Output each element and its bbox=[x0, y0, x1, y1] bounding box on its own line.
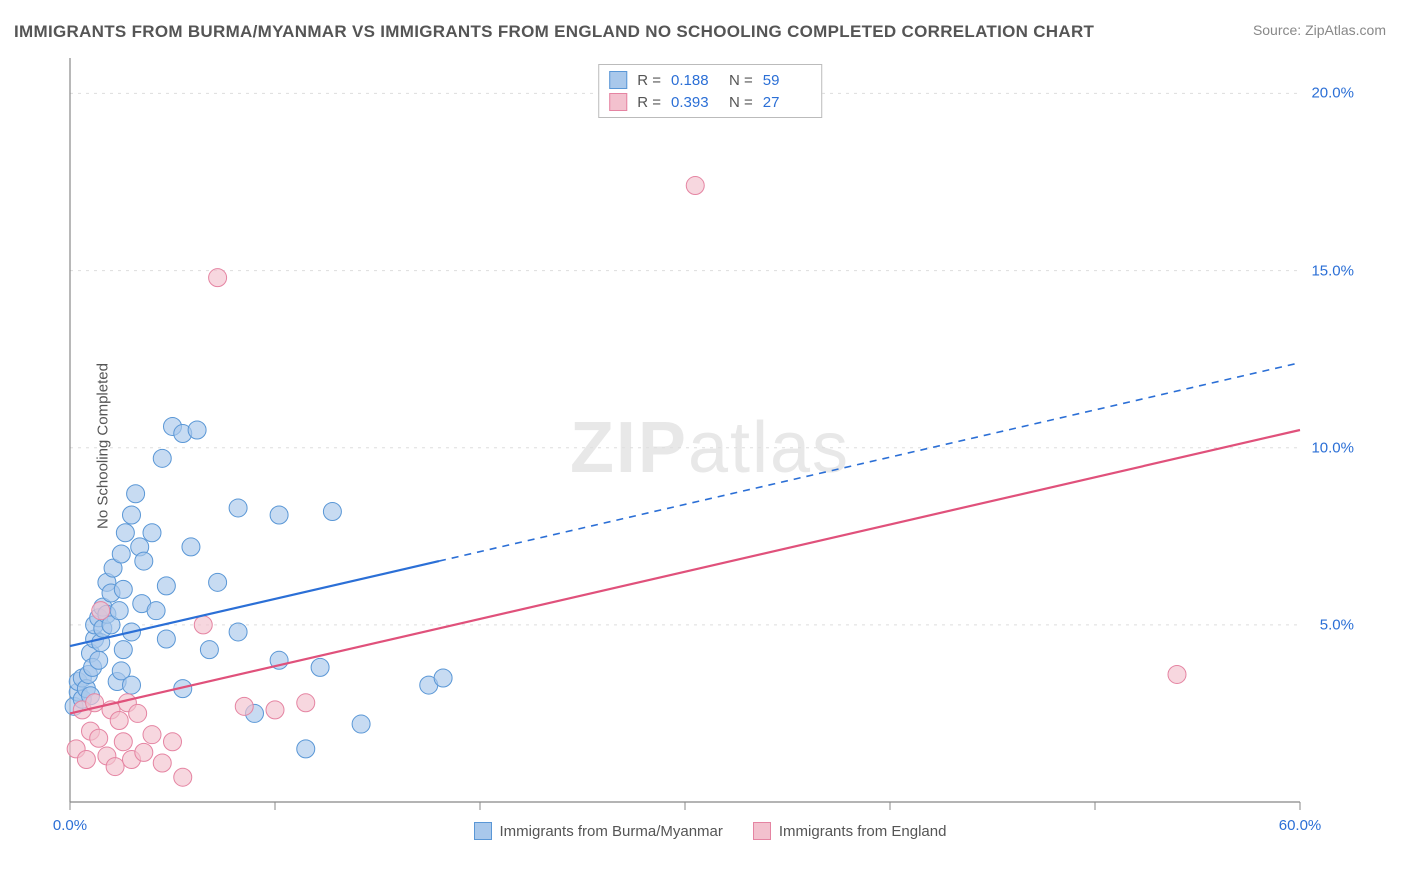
swatch-blue bbox=[609, 71, 627, 89]
r-label: R = bbox=[637, 72, 661, 89]
swatch-pink bbox=[609, 93, 627, 111]
r-value-england: 0.393 bbox=[671, 94, 719, 111]
n-value-england: 27 bbox=[763, 94, 811, 111]
legend-row-burma: R = 0.188 N = 59 bbox=[609, 69, 811, 91]
swatch-blue bbox=[474, 822, 492, 840]
swatch-pink bbox=[753, 822, 771, 840]
y-tick-label: 10.0% bbox=[1311, 439, 1354, 456]
legend-item-burma: Immigrants from Burma/Myanmar bbox=[474, 822, 723, 840]
legend-label-burma: Immigrants from Burma/Myanmar bbox=[500, 823, 723, 840]
y-tick-label: 20.0% bbox=[1311, 85, 1354, 102]
legend-label-england: Immigrants from England bbox=[779, 823, 947, 840]
r-value-burma: 0.188 bbox=[671, 72, 719, 89]
plot-area: ZIPatlas R = 0.188 N = 59 R = 0.393 N = … bbox=[60, 58, 1360, 838]
legend-series: Immigrants from Burma/Myanmar Immigrants… bbox=[60, 822, 1360, 840]
legend-row-england: R = 0.393 N = 27 bbox=[609, 91, 811, 113]
n-value-burma: 59 bbox=[763, 72, 811, 89]
x-tick-label: 0.0% bbox=[53, 817, 87, 834]
legend-correlation-box: R = 0.188 N = 59 R = 0.393 N = 27 bbox=[598, 64, 822, 118]
n-label: N = bbox=[729, 72, 753, 89]
n-label: N = bbox=[729, 94, 753, 111]
legend-item-england: Immigrants from England bbox=[753, 822, 947, 840]
y-tick-label: 15.0% bbox=[1311, 262, 1354, 279]
y-tick-label: 5.0% bbox=[1320, 616, 1354, 633]
x-tick-label: 60.0% bbox=[1279, 817, 1322, 834]
chart-title: IMMIGRANTS FROM BURMA/MYANMAR VS IMMIGRA… bbox=[14, 22, 1094, 42]
source-label: Source: ZipAtlas.com bbox=[1253, 22, 1386, 38]
r-label: R = bbox=[637, 94, 661, 111]
scatter-chart bbox=[60, 58, 1360, 838]
